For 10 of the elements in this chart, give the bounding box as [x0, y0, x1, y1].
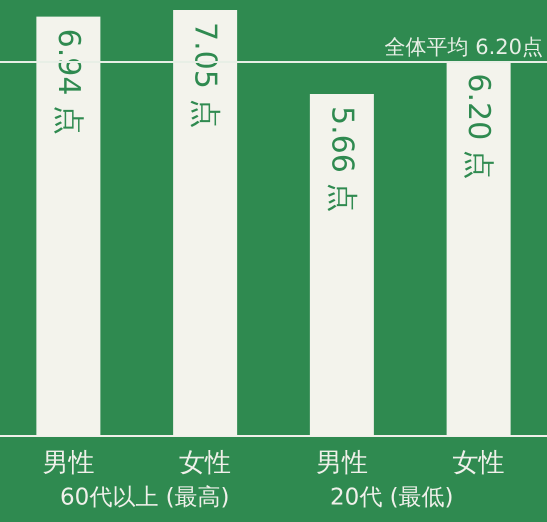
data-label: 5.66 点 [324, 106, 360, 212]
text: 20代 (最低) [330, 484, 454, 510]
x-tick-label: 女性 [179, 448, 232, 478]
text: 60代以上 (最高) [60, 484, 230, 510]
data-label: 7.05 点 [188, 22, 223, 128]
x-tick-label: 男性 [42, 448, 94, 478]
data-label: 6.20 点 [461, 73, 496, 180]
x-tick-label: 女性 [452, 448, 505, 478]
x-tick-label: 男性 [316, 448, 368, 478]
ref-line-label: 全体平均 6.20点 [384, 34, 543, 59]
